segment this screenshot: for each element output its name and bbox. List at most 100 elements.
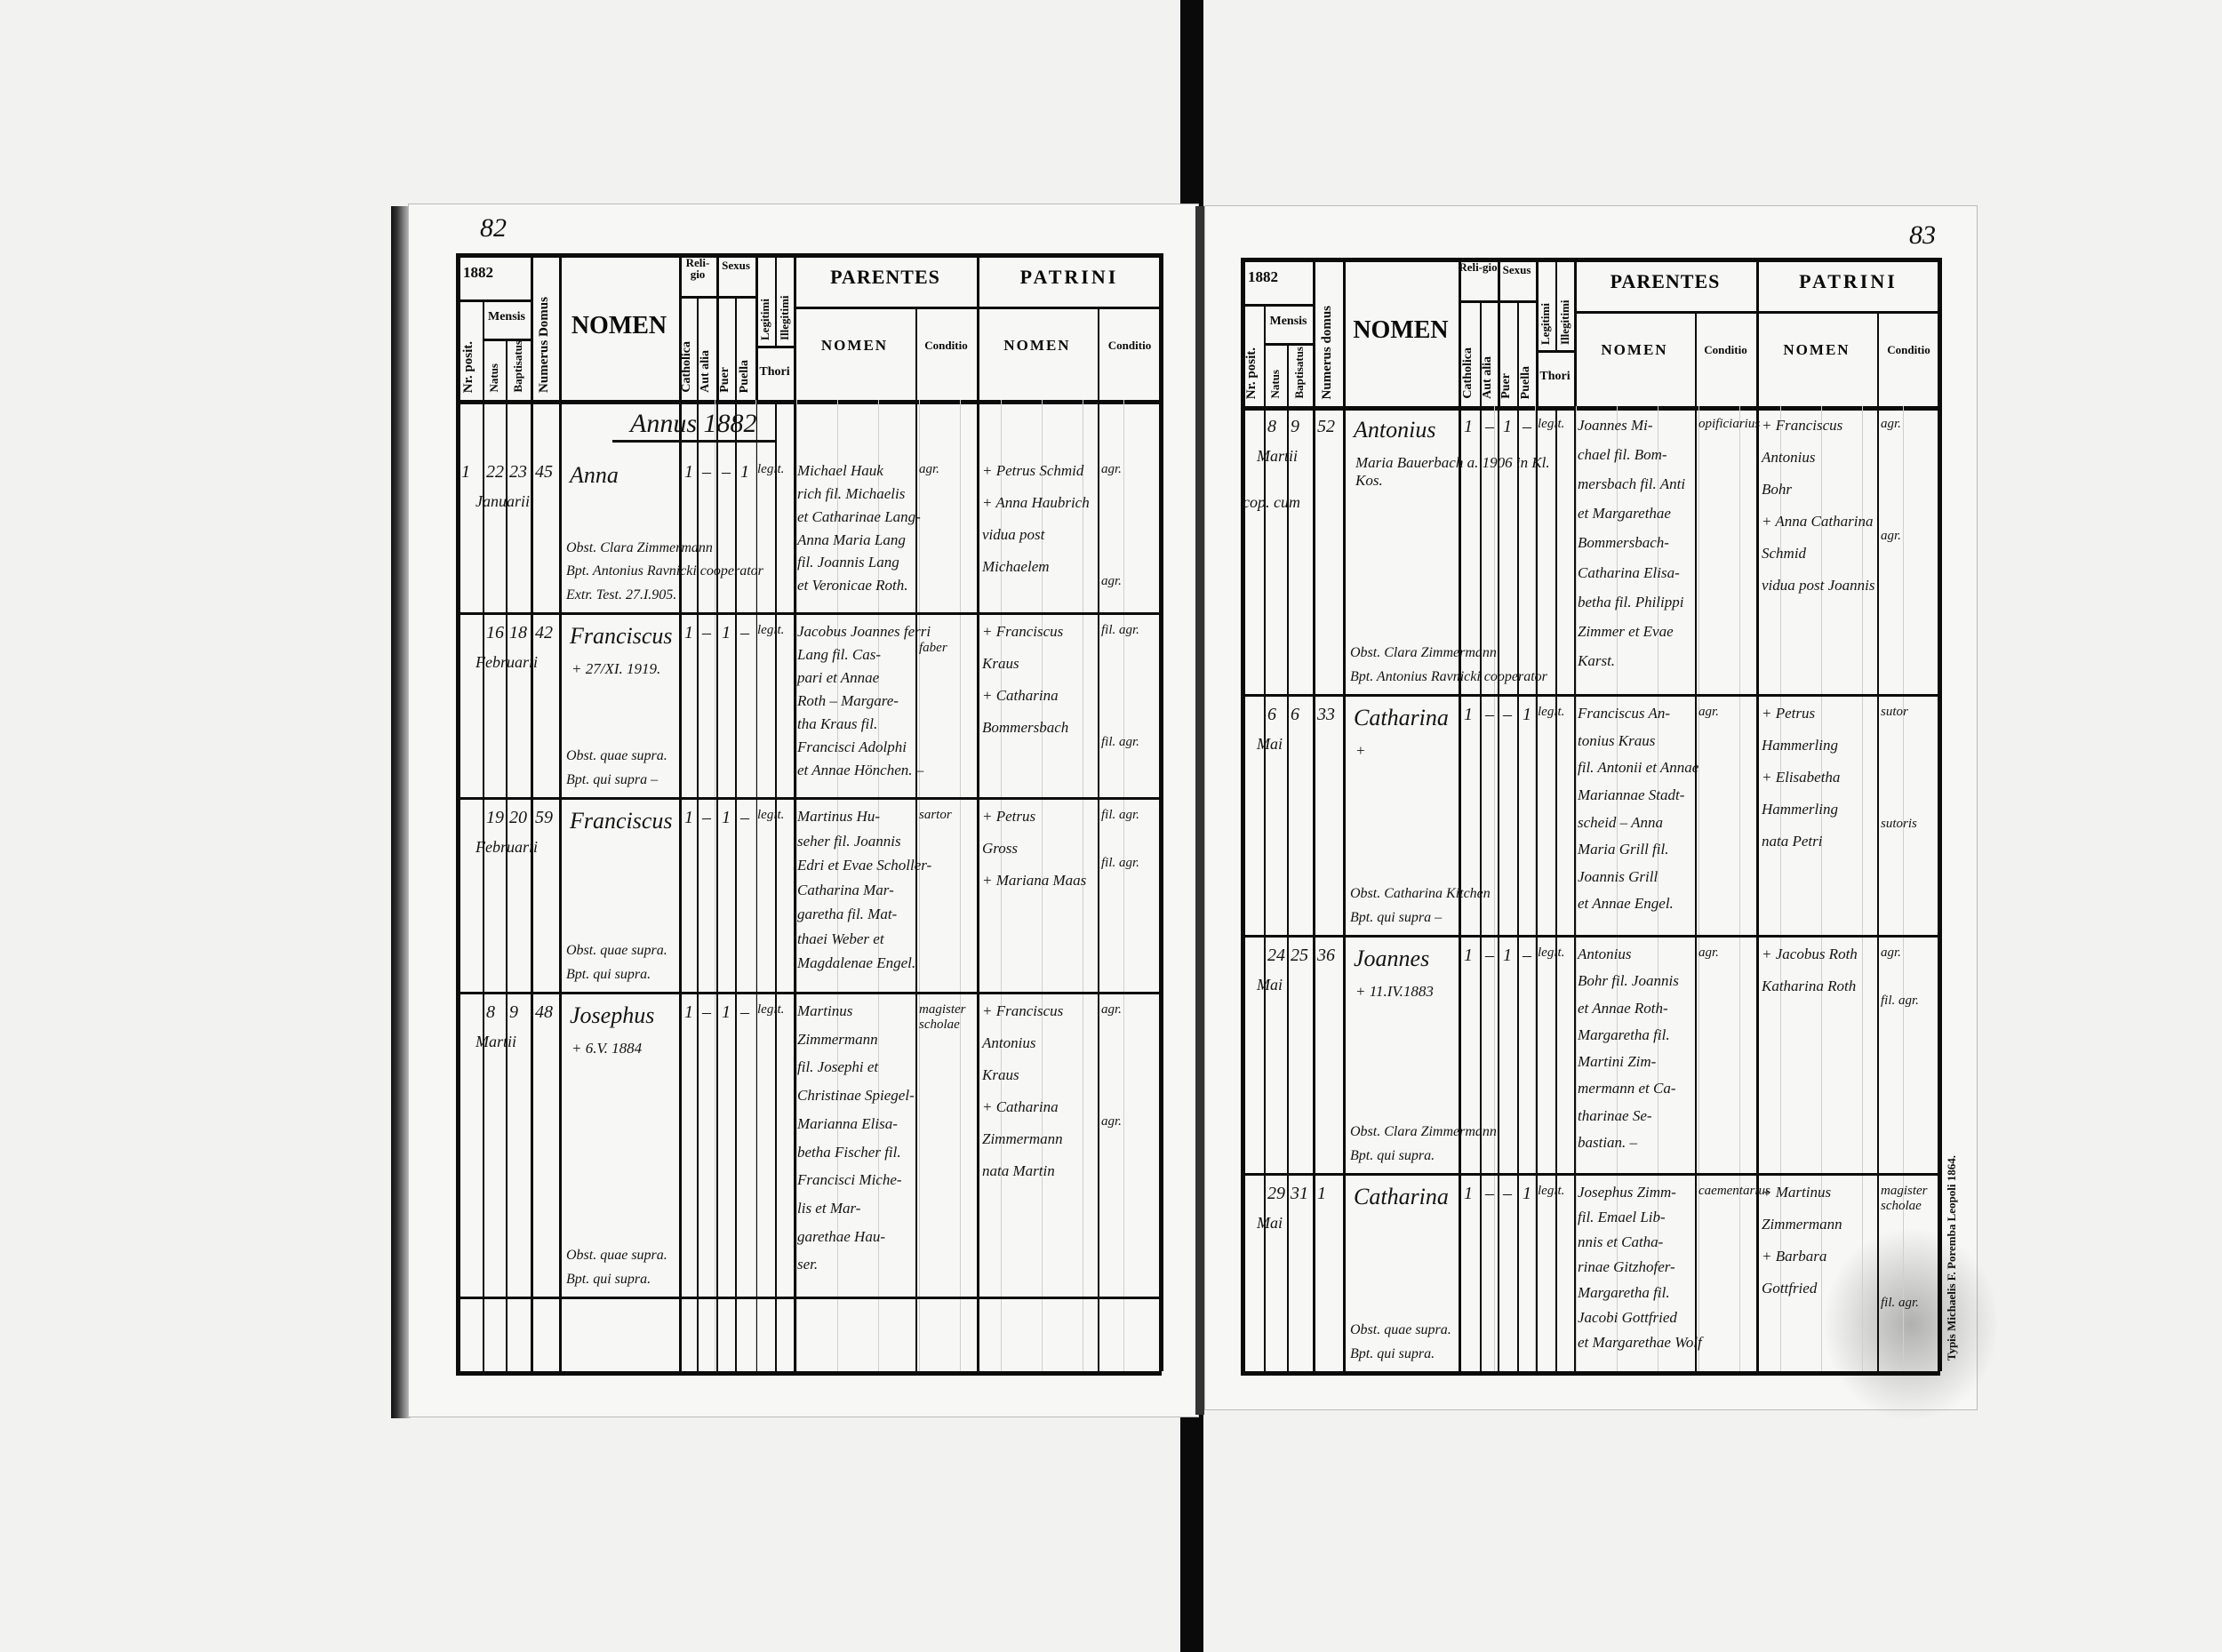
rule-line [1313,258,1315,406]
entry-parentes-line: Jacobus Joannes ferri [797,623,931,640]
rule-line [716,400,718,1371]
religio-header: Reli-gio [1459,260,1498,274]
entry-patrini-line: Bommersbach [982,719,1069,736]
entry-domus: 33 [1317,705,1335,724]
entry-nomen-note: + 11.IV.1883 [1355,983,1434,1000]
faint-rule [1576,406,1577,1371]
entry-patrini-line: Katharina Roth [1762,978,1857,994]
faint-rule [1494,406,1495,1371]
rule-line [1159,253,1163,1371]
entry-parentes-conditio: faber [919,641,947,655]
entry-parentes-line: rinae Gitzhofer- [1578,1258,1675,1276]
entry-thori: legit. [1538,1184,1565,1198]
entry-patrini-conditio: fil. agr. [1101,856,1139,870]
entry-patrini-line: Gross [982,840,1018,857]
entry-parentes-line: et Annae Engel. [1578,895,1674,913]
numerus-domus-header: Numerus Domus [536,297,551,393]
entry-mensis: Mai [1257,735,1283,753]
faint-rule [1001,400,1002,1371]
rule-line [1517,300,1519,406]
entry-note: Obst. Clara Zimmermann [1350,1124,1497,1140]
entry-natus: 8 [486,1002,495,1022]
entry-patrini-line: Michaelem [982,558,1050,575]
entry-catholica: 1 [1464,1184,1473,1203]
faint-rule [960,400,961,1371]
entry-parentes-line: Roth – Margare- [797,692,899,709]
faint-rule [1658,406,1659,1371]
rule-line [1555,258,1557,350]
entry-thori: legit. [757,623,785,637]
entry-nomen: Anna [570,462,619,488]
rule-line [483,400,484,1371]
nr-posit-header: Nr. posit. [460,340,476,393]
rule-line [456,1297,1162,1299]
entry-parentes-line: bastian. – [1578,1133,1638,1151]
entry-mensis: Mai [1257,1214,1283,1232]
faint-rule [1862,406,1863,1371]
entry-patrini-line: Antonius [982,1034,1036,1051]
entry-parentes-line: betha Fischer fil. [797,1143,901,1161]
entry-patrini-conditio: agr. [1881,417,1901,431]
rule-line [1498,300,1536,303]
entry-nomen: Franciscus [570,623,673,649]
rule-line [1459,406,1461,1371]
entry-patrini-line: Bohr [1762,481,1792,498]
entry-parentes-line: Catharina Elisa- [1578,563,1680,581]
entry-patrini-line: + Elisabetha [1762,769,1841,786]
entry-note: Obst. quae supra. [566,943,667,959]
rule-line [506,400,508,1371]
entry-mensis: Martii [476,1033,517,1050]
patrini-header: PATRINI [1799,270,1898,292]
entry-domus: 36 [1317,946,1335,965]
entry-patrini-line: Schmid [1762,545,1807,562]
entry-patrini-line: vidua post [982,526,1045,543]
entry-puer: 1 [1503,417,1512,436]
entry-baptisatus: 23 [509,462,527,482]
entry-parentes-line: tha Kraus fil. [797,715,878,732]
entry-baptisatus: 9 [509,1002,518,1022]
entry-parentes-line: Christinae Spiegel- [797,1087,915,1105]
parentes-nomen-header: NOMEN [820,337,889,354]
entry-nr: 1 [461,462,470,482]
entry-thori: legit. [1538,417,1565,431]
entry-patrini-line: Antonius [1762,449,1816,466]
entry-parentes-line: lis et Mar- [797,1199,861,1217]
left-page [409,204,1198,1417]
rule-line [559,400,562,1371]
entry-parentes-line: Margaretha fil. [1578,1026,1670,1043]
rule-line [483,299,484,400]
entry-parentes-line: Francisci Adolphi [797,738,907,755]
rule-line [915,400,917,1371]
left-page-number: 82 [480,213,507,243]
entry-patrini-line: vidua post Joannis [1762,577,1875,594]
entry-note: Obst. quae supra. [566,1248,667,1264]
entry-domus: 1 [1317,1184,1326,1203]
entry-parentes-line: Franciscus An- [1578,705,1671,722]
book-spine-bottom [1180,1413,1203,1652]
rule-line [679,400,682,1371]
entry-patrini-conditio: sutor [1881,705,1908,719]
entry-domus: 52 [1317,417,1335,436]
entry-parentes-line: et Annae Hönchen. – [797,762,924,778]
rule-line [775,253,777,346]
entry-nomen: Joannes [1354,946,1430,971]
faint-rule [837,400,838,1371]
entry-natus: 29 [1267,1184,1285,1203]
entry-parentes-line: Karst. [1578,651,1616,669]
rule-line [735,400,737,1371]
faint-rule [1780,406,1781,1371]
rule-line [679,253,682,400]
entry-puella: 1 [1523,705,1531,724]
entry-patrini-line: + Anna Catharina [1762,513,1874,530]
entry-nomen: Josephus [570,1002,655,1028]
entry-note: Obst. quae supra. [566,748,667,764]
entry-notes-box: Obst. quae supra. Bpt. qui supra. [566,943,787,983]
entry-note: Bpt. qui supra. [1350,1147,1435,1163]
rule-line [697,400,699,1371]
rule-line [1241,258,1245,1371]
entry-patrini-conditio: fil. agr. [1101,735,1139,749]
entry-parentes-line: Mariannae Stadt- [1578,786,1685,803]
entry-patrini-line: + Martinus [1762,1184,1832,1201]
entry-puella: – [740,808,749,827]
rule-line [1264,406,1266,1371]
